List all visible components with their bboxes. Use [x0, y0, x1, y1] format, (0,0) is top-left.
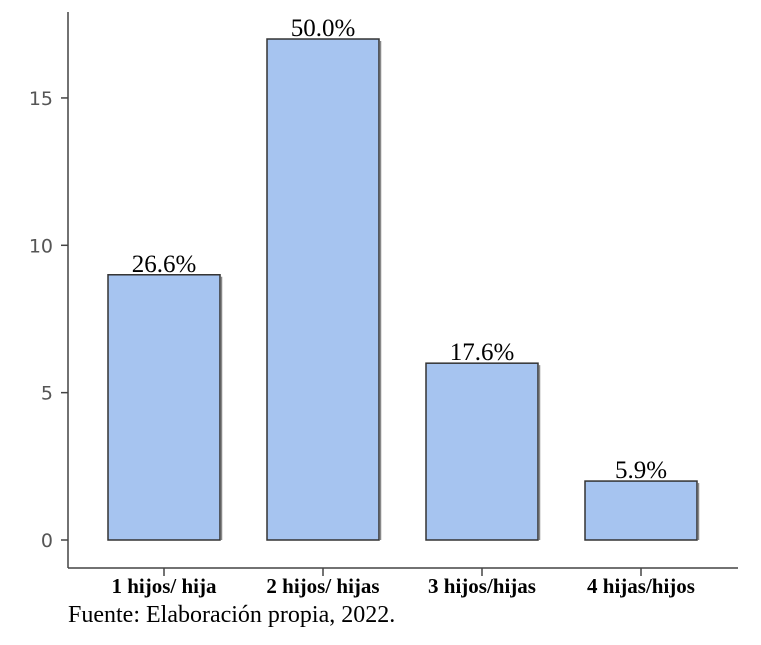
category-label: 3 hijos/hijas: [428, 574, 536, 598]
category-labels: 1 hijos/ hija 2 hijos/ hijas 3 hijos/hijas…: [111, 574, 694, 598]
data-label: 26.6%: [132, 251, 197, 278]
y-axis: 0 5 10 15: [29, 12, 69, 568]
x-axis: [68, 567, 738, 576]
bar-chart: 0 5 10 15 26.6% 50.0% 17.6% 5.9% 1 hijos/ hija…: [29, 12, 738, 598]
data-label: 50.0%: [291, 15, 356, 42]
bars: [107, 38, 700, 541]
source-note: Fuente: Elaboración propia, 2022.: [68, 602, 396, 628]
y-tick-label: 5: [41, 383, 53, 405]
category-label: 4 hijas/hijos: [587, 574, 695, 598]
y-tick-label: 0: [41, 530, 53, 552]
data-labels: 26.6% 50.0% 17.6% 5.9%: [132, 15, 667, 484]
data-label: 5.9%: [615, 457, 667, 484]
y-tick-label: 10: [29, 235, 53, 257]
y-tick-label: 15: [29, 88, 53, 110]
bar: [584, 480, 698, 541]
category-label: 1 hijos/ hija: [111, 574, 217, 598]
bar: [107, 274, 221, 541]
category-label: 2 hijos/ hijas: [266, 574, 379, 598]
bar: [266, 38, 380, 541]
data-label: 17.6%: [450, 339, 515, 366]
bar: [425, 362, 539, 541]
